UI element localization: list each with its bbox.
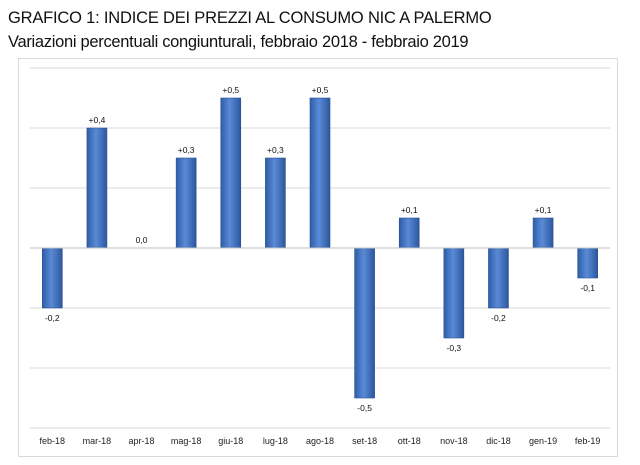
bar-nov-18 — [443, 247, 465, 339]
bar-gen-19 — [532, 217, 554, 249]
x-tick-label: mar-18 — [83, 436, 112, 446]
x-tick-label: ago-18 — [306, 436, 334, 446]
data-label-giu-18: +0,5 — [222, 85, 239, 95]
x-tick-label: apr-18 — [129, 436, 155, 446]
x-tick-label: nov-18 — [440, 436, 468, 446]
data-label-mar-18: +0,4 — [89, 115, 106, 125]
bar-feb-19 — [577, 247, 598, 279]
bar-ago-18 — [309, 97, 331, 249]
x-tick-label: giu-18 — [218, 436, 243, 446]
x-tick-labels: feb-18 mar-18 apr-18 mag-18 giu-18 lug-18 ago-… — [40, 436, 601, 446]
x-tick-label: dic-18 — [486, 436, 511, 446]
x-tick-label: set-18 — [352, 436, 377, 446]
data-label-nov-18: -0,3 — [447, 343, 462, 353]
data-label-lug-18: +0,3 — [267, 145, 284, 155]
data-label-mag-18: +0,3 — [178, 145, 195, 155]
chart-frame — [18, 58, 618, 457]
bar-ott-18 — [398, 217, 420, 249]
bar-mar-18 — [86, 127, 108, 249]
data-label-ago-18: +0,5 — [312, 85, 329, 95]
bar-lug-18 — [265, 157, 286, 249]
bar-mag-18 — [175, 157, 197, 249]
bar-set-18 — [354, 247, 375, 399]
data-label-set-18: -0,5 — [357, 403, 372, 413]
bar-feb-18 — [42, 247, 63, 309]
chart-title: GRAFICO 1: INDICE DEI PREZZI AL CONSUMO … — [8, 9, 492, 27]
data-label-apr-18: 0,0 — [136, 235, 148, 245]
data-label-dic-18: -0,2 — [491, 313, 506, 323]
data-labels: -0,2 +0,4 0,0 +0,3 +0,5 +0,3 +0,5 -0,5 +0,1 -0,3 -… — [45, 85, 595, 413]
x-tick-label: mag-18 — [171, 436, 202, 446]
bar-giu-18 — [220, 97, 242, 249]
chart-subtitle: Variazioni percentuali congiunturali, fe… — [8, 33, 469, 51]
x-tick-label: lug-18 — [263, 436, 288, 446]
bars — [42, 97, 598, 399]
x-tick-label: feb-19 — [575, 436, 601, 446]
data-label-ott-18: +0,1 — [401, 205, 418, 215]
x-tick-label: feb-18 — [40, 436, 66, 446]
x-tick-label: gen-19 — [529, 436, 557, 446]
data-label-feb-18: -0,2 — [45, 313, 60, 323]
data-label-feb-19: -0,1 — [580, 283, 595, 293]
data-label-gen-19: +0,1 — [535, 205, 552, 215]
x-tick-label: ott-18 — [398, 436, 421, 446]
bar-dic-18 — [488, 247, 509, 309]
